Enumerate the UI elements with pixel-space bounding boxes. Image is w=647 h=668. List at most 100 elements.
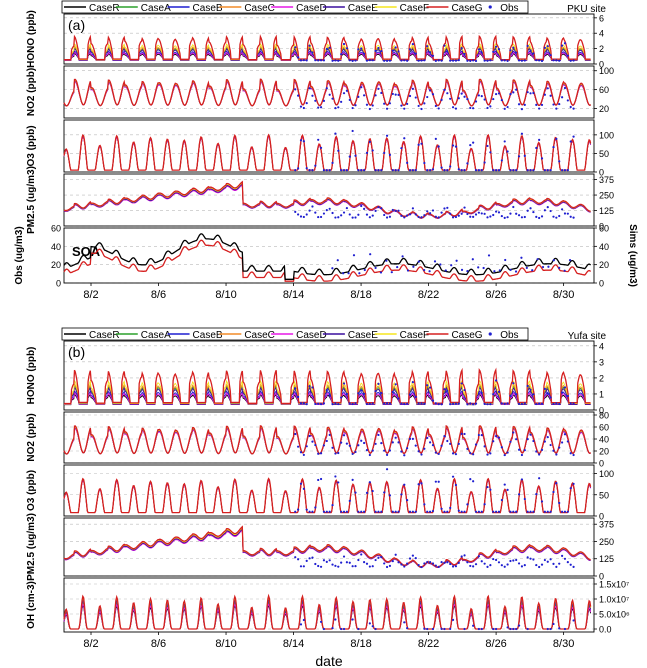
obs-point	[492, 558, 494, 560]
obs-point	[317, 565, 319, 567]
obs-point	[314, 59, 316, 61]
obs-point	[446, 511, 448, 513]
obs-point	[403, 621, 405, 623]
obs-point	[449, 98, 451, 100]
obs-point	[329, 511, 331, 513]
obs-point	[547, 87, 549, 89]
obs-point	[544, 209, 546, 211]
obs-point	[331, 504, 333, 506]
obs-point	[303, 402, 305, 404]
obs-point	[403, 565, 405, 567]
obs-point	[484, 403, 486, 405]
obs-point	[558, 103, 560, 105]
obs-point	[383, 60, 385, 62]
obs-point	[340, 442, 342, 444]
y-tick-label-left: 40	[51, 242, 61, 252]
obs-point	[472, 403, 474, 405]
x-tick-label: 8/14	[283, 638, 304, 650]
obs-point	[331, 563, 333, 565]
obs-point	[406, 103, 408, 105]
series-caseg	[64, 479, 591, 513]
obs-point	[415, 213, 417, 215]
obs-point	[458, 59, 460, 61]
obs-point	[306, 403, 308, 405]
obs-point	[346, 393, 348, 395]
obs-point	[535, 493, 537, 495]
obs-point	[463, 511, 465, 513]
y-axis-label: PM2.5 (ug/m3)	[26, 166, 37, 234]
obs-point	[472, 625, 474, 627]
obs-point	[443, 169, 445, 171]
obs-point	[349, 562, 351, 564]
obs-point	[297, 56, 299, 58]
obs-point	[311, 440, 313, 442]
obs-point	[472, 216, 474, 218]
obs-point	[443, 511, 445, 513]
y-tick-label: 0	[599, 459, 604, 469]
obs-point	[532, 558, 534, 560]
obs-point	[349, 99, 351, 101]
x-tick-label: 8/18	[350, 638, 371, 650]
y-tick-label: 60	[599, 85, 609, 95]
obs-point	[435, 564, 437, 566]
obs-point	[498, 511, 500, 513]
obs-point	[512, 47, 514, 49]
obs-point	[311, 386, 313, 388]
obs-point	[466, 162, 468, 164]
obs-point	[389, 402, 391, 404]
obs-point	[369, 141, 371, 143]
series-caseg	[64, 135, 591, 170]
y-tick-label: 2	[599, 373, 604, 383]
obs-point	[395, 383, 397, 385]
obs-point	[303, 454, 305, 456]
obs-point	[337, 566, 339, 568]
obs-point	[420, 566, 422, 568]
obs-point	[331, 627, 333, 629]
obs-point	[372, 104, 374, 106]
y-tick-label: 50	[599, 490, 609, 500]
obs-point	[521, 403, 523, 405]
obs-point	[358, 272, 360, 274]
obs-point	[521, 478, 523, 480]
obs-point	[352, 107, 354, 109]
obs-point	[524, 155, 526, 157]
legend: CaseR CaseA CaseB CaseC CaseD CaseE CaseF CaseG…	[62, 328, 528, 341]
obs-point	[478, 628, 480, 630]
obs-point	[400, 59, 402, 61]
obs-point	[306, 167, 308, 169]
obs-point	[521, 565, 523, 567]
obs-point	[346, 169, 348, 171]
x-tick-label: 8/26	[485, 638, 506, 650]
obs-point	[343, 169, 345, 171]
obs-point	[515, 270, 517, 272]
obs-point	[363, 53, 365, 55]
obs-point	[389, 494, 391, 496]
obs-point	[326, 511, 328, 513]
obs-point	[521, 133, 523, 135]
obs-point	[308, 511, 310, 513]
obs-point	[524, 564, 526, 566]
obs-point	[558, 267, 560, 269]
obs-point	[343, 555, 345, 557]
obs-point	[458, 562, 460, 564]
obs-point	[400, 493, 402, 495]
obs-point	[331, 267, 333, 269]
legend-label: CaseA	[141, 330, 171, 341]
obs-point	[397, 94, 399, 96]
obs-point	[374, 390, 376, 392]
obs-point	[297, 558, 299, 560]
obs-point	[317, 139, 319, 141]
obs-point	[461, 269, 463, 271]
obs-point	[426, 437, 428, 439]
obs-point	[443, 628, 445, 630]
obs-point	[423, 403, 425, 405]
obs-point	[377, 383, 379, 385]
obs-point	[440, 166, 442, 168]
obs-point	[443, 207, 445, 209]
obs-point	[550, 169, 552, 171]
obs-point	[406, 447, 408, 449]
obs-point	[406, 162, 408, 164]
y-tick-label: 250	[599, 537, 614, 547]
obs-point	[409, 438, 411, 440]
obs-point	[409, 48, 411, 50]
